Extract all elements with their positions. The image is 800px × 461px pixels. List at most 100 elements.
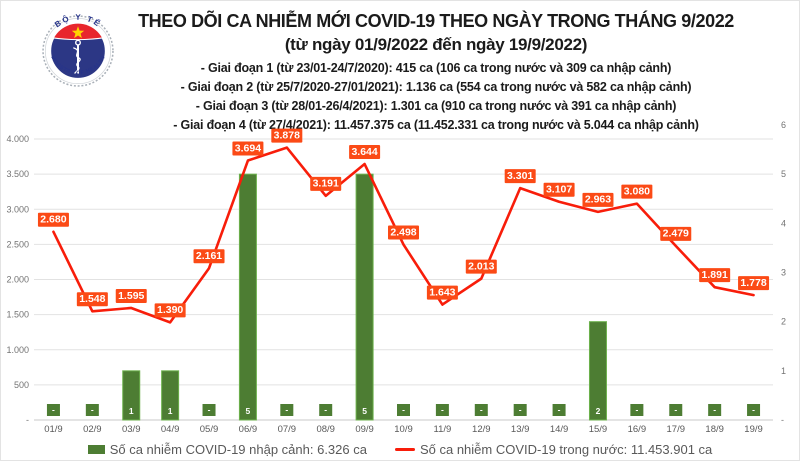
right-axis-tick: 6 — [781, 120, 786, 130]
zero-bar-marker — [513, 404, 527, 416]
phase-3-line: - Giai đoạn 3 (từ 28/01-26/4/2021): 1.30… — [195, 99, 677, 113]
point-label-box — [37, 212, 69, 227]
right-axis-tick: - — [781, 415, 784, 425]
date-label: 13/9 — [511, 424, 530, 435]
bar-value-label: - — [674, 405, 677, 415]
legend-item-imported: Số ca nhiễm COVID-19 nhập cảnh: 6.326 ca — [87, 442, 367, 457]
date-label: 01/9 — [44, 424, 63, 435]
zero-bar-marker — [708, 404, 722, 416]
logo-star-icon — [71, 26, 85, 39]
date-label: 19/9 — [744, 424, 763, 435]
right-axis-tick: 3 — [781, 268, 786, 278]
date-label: 10/9 — [394, 424, 413, 435]
date-label: 18/9 — [705, 424, 724, 435]
bar-value-label: 1 — [168, 406, 173, 416]
point-label-text: 1.778 — [740, 277, 766, 289]
date-label: 16/9 — [628, 424, 647, 435]
zero-bar-marker — [435, 404, 449, 416]
logo-inner-ring — [44, 17, 112, 85]
date-label: 03/9 — [122, 424, 141, 435]
point-label-text: 1.548 — [79, 293, 105, 305]
legend-line-swatch-icon — [394, 447, 415, 451]
bar — [238, 173, 257, 421]
point-label-text: 3.191 — [313, 178, 339, 190]
point-label-text: 2.680 — [40, 214, 66, 226]
point-label-text: 1.595 — [118, 290, 144, 302]
point-label-text: 3.878 — [274, 129, 300, 141]
chart-legend: Số ca nhiễm COVID-19 nhập cảnh: 6.326 ca… — [1, 440, 799, 458]
point-label-text: 3.107 — [546, 184, 572, 196]
date-label: 05/9 — [200, 424, 219, 435]
bar-value-label: - — [52, 405, 55, 415]
right-axis-tick: 5 — [781, 169, 786, 179]
legend-item-domestic: Số ca nhiễm COVID-19 trong nước: 11.453.… — [394, 442, 712, 457]
point-label-box — [738, 276, 770, 291]
left-axis-tick: 1.500 — [6, 310, 29, 320]
right-axis-tick: 2 — [781, 317, 786, 327]
point-label-box — [76, 292, 108, 307]
point-label-box — [504, 169, 536, 184]
point-label-text: 2.161 — [196, 250, 222, 262]
bar — [355, 173, 374, 421]
point-label-box — [465, 259, 497, 274]
date-label: 17/9 — [667, 424, 686, 435]
left-axis-tick: 1.000 — [6, 345, 29, 355]
left-axis-tick: 2.000 — [6, 275, 29, 285]
phase-1-line: - Giai đoạn 1 (từ 23/01-24/7/2020): 415 … — [200, 61, 672, 75]
left-axis-tick: 3.500 — [6, 169, 29, 179]
left-axis-tick: 2.500 — [6, 239, 29, 249]
bar-value-label: - — [558, 405, 561, 415]
point-label-box — [388, 225, 419, 240]
bar-value-label: - — [480, 405, 483, 415]
bar-value-label: - — [519, 405, 522, 415]
date-label: 09/9 — [355, 424, 374, 435]
bar-value-label: 5 — [246, 406, 251, 416]
left-axis-tick: 500 — [14, 380, 29, 390]
bar-value-label: 2 — [596, 406, 601, 416]
point-label-text: 2.479 — [663, 228, 689, 240]
logo-flag-edge — [50, 36, 106, 41]
zero-bar-marker — [552, 404, 566, 416]
date-label: 04/9 — [161, 424, 180, 435]
bar-value-label: - — [402, 405, 405, 415]
date-label: 12/9 — [472, 424, 491, 435]
legend-bar-swatch-icon — [87, 444, 105, 454]
point-label-text: 2.013 — [468, 260, 494, 272]
right-axis-tick: 1 — [781, 366, 786, 376]
bar-value-label: - — [713, 405, 716, 415]
point-label-box — [271, 128, 303, 143]
zero-bar-marker — [202, 404, 216, 416]
page-title: THEO DÕI CA NHIỄM MỚI COVID-19 THEO NGÀY… — [138, 11, 734, 31]
bar-value-label: - — [324, 405, 327, 415]
point-label-box — [582, 192, 614, 207]
point-label-box — [699, 268, 731, 283]
domestic-cases-line — [52, 146, 755, 324]
point-label-box — [426, 285, 458, 300]
left-axis-tick: 4.000 — [6, 134, 29, 144]
phase-4-line: - Giai đoạn 4 (từ 27/4/2021): 11.457.375… — [173, 118, 699, 132]
point-label-box — [660, 226, 692, 241]
phase-summary: - Giai đoạn 1 (từ 23/01-24/7/2020): 415 … — [71, 59, 799, 135]
phase-2-line: - Giai đoạn 2 (từ 25/7/2020-27/01/2021):… — [180, 80, 692, 94]
point-label-text: 3.694 — [235, 142, 261, 154]
bar — [588, 321, 607, 421]
logo-outer-ring — [42, 15, 114, 87]
date-label: 02/9 — [83, 424, 102, 435]
bar — [122, 370, 141, 421]
zero-bar-marker — [630, 404, 644, 416]
right-axis-tick: 4 — [781, 218, 786, 228]
bar-value-label: - — [208, 405, 211, 415]
point-label-text: 2.498 — [390, 226, 416, 238]
bar-value-label: - — [285, 405, 288, 415]
zero-bar-marker — [747, 404, 761, 416]
point-label-text: 1.643 — [429, 286, 455, 298]
zero-bar-marker — [280, 404, 294, 416]
point-label-box — [115, 288, 147, 303]
point-label-text: 2.963 — [585, 194, 611, 206]
logo-rod-of-asclepius-icon — [73, 39, 81, 74]
point-label-box — [543, 182, 575, 197]
point-label-box — [232, 141, 264, 156]
point-label-box — [193, 249, 225, 264]
bar-value-label: - — [752, 405, 755, 415]
